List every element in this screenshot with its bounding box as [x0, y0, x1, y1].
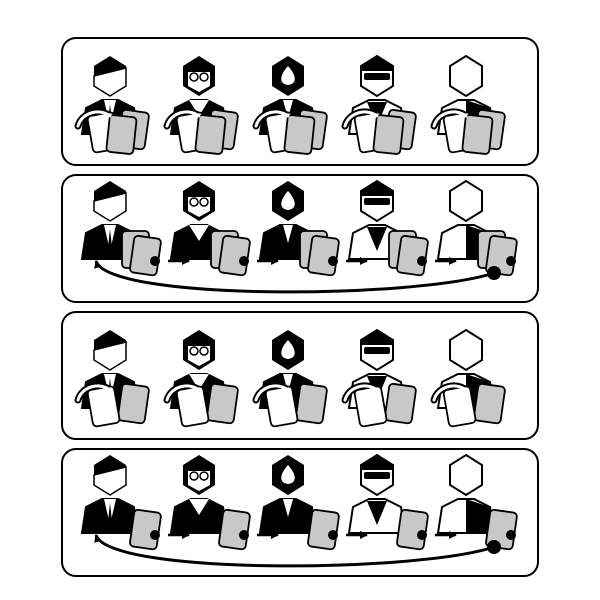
card-back [473, 383, 505, 423]
pass-dot [150, 256, 160, 266]
card-front [443, 386, 476, 427]
card-front [106, 115, 137, 155]
pass-dot [328, 530, 338, 540]
card-passed [129, 235, 161, 275]
card-back [117, 383, 149, 423]
card-front [373, 115, 404, 155]
card-passed [218, 509, 250, 549]
card-back [384, 383, 416, 423]
glasses-icon [190, 198, 198, 206]
card-back [206, 383, 238, 423]
card-front [195, 115, 226, 155]
sunglasses-icon [364, 472, 390, 479]
wraparound-start-dot [487, 540, 501, 554]
pass-dot [239, 530, 249, 540]
card-passed [218, 235, 250, 275]
glasses-icon [200, 347, 208, 355]
head [450, 181, 482, 221]
glasses-icon [200, 472, 208, 480]
sunglasses-icon [364, 198, 390, 205]
pass-dot [328, 256, 338, 266]
pass-dot [506, 530, 516, 540]
sunglasses-icon [364, 73, 390, 80]
pass-dot [506, 256, 516, 266]
pass-dot [417, 530, 427, 540]
card-front [284, 115, 315, 155]
glasses-icon [200, 73, 208, 81]
card-front [176, 386, 209, 427]
card-passed [396, 235, 428, 275]
card-passed [396, 509, 428, 549]
wraparound-start-dot [487, 266, 501, 280]
card-front [462, 115, 493, 155]
card-passed [129, 509, 161, 549]
glasses-icon [200, 198, 208, 206]
sunglasses-icon [364, 347, 390, 354]
card-passed [307, 235, 339, 275]
pass-dot [417, 256, 427, 266]
head [450, 330, 482, 370]
card-back [295, 383, 327, 423]
card-front [354, 386, 387, 427]
card-passed [307, 509, 339, 549]
glasses-icon [190, 73, 198, 81]
card-front [265, 386, 298, 427]
pass-dot [150, 530, 160, 540]
card-front [87, 386, 120, 427]
head [450, 455, 482, 495]
glasses-icon [190, 347, 198, 355]
head [450, 56, 482, 96]
pass-dot [239, 256, 249, 266]
glasses-icon [190, 472, 198, 480]
